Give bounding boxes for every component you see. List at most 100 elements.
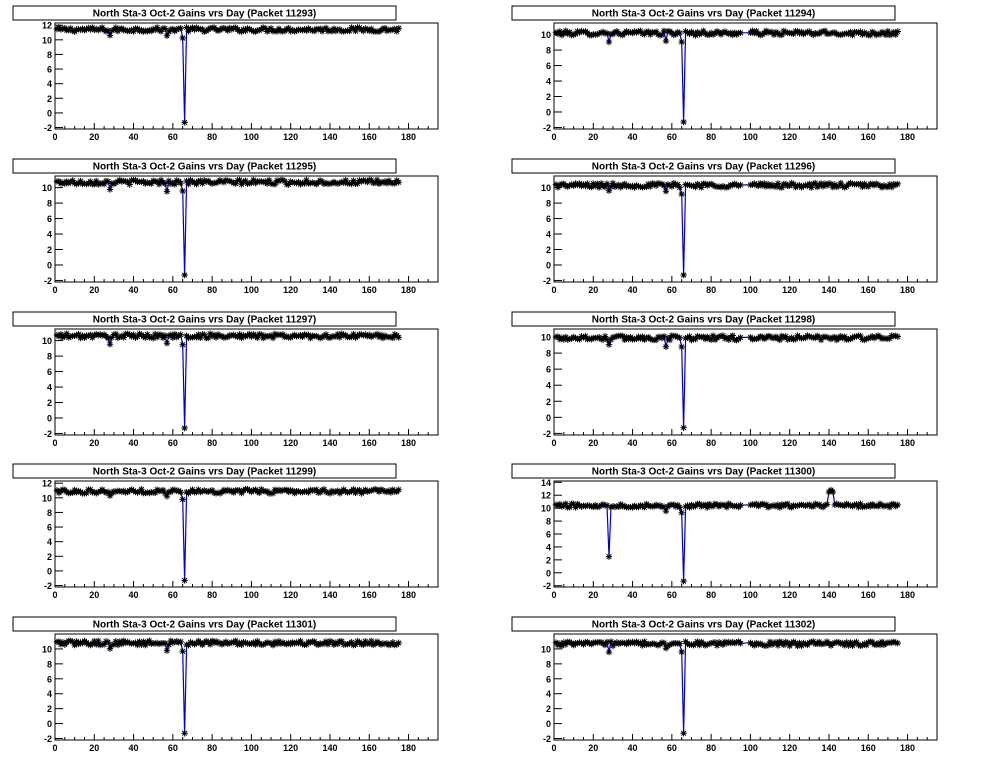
data-point <box>790 336 797 343</box>
data-point <box>295 332 302 340</box>
data-point <box>886 31 894 39</box>
data-point <box>601 183 609 191</box>
data-point <box>199 488 206 495</box>
data-point <box>344 640 351 648</box>
y-tick-label: 10 <box>541 504 551 514</box>
data-point <box>654 642 662 649</box>
x-tick-label: 20 <box>89 285 99 295</box>
data-point <box>823 501 831 508</box>
data-point <box>360 177 367 184</box>
data-point <box>851 639 858 646</box>
data-point <box>214 489 222 496</box>
data-point <box>334 330 342 338</box>
data-point <box>625 182 632 189</box>
x-tick-label: 160 <box>861 438 876 448</box>
x-tick-label: 120 <box>782 743 797 753</box>
data-point <box>360 332 367 339</box>
data-point <box>894 28 901 35</box>
data-point <box>203 637 210 645</box>
data-point <box>126 639 133 647</box>
data-point <box>611 28 619 36</box>
data-point <box>316 334 324 342</box>
data-point <box>562 641 569 648</box>
data-point <box>827 180 835 187</box>
x-tick-label: 140 <box>821 590 836 600</box>
y-tick-label: -2 <box>44 276 52 286</box>
data-point <box>348 180 355 188</box>
y-tick-label: 8 <box>546 199 551 209</box>
data-point <box>373 638 381 645</box>
y-tick-label: 8 <box>47 659 52 669</box>
data-point <box>155 180 163 188</box>
data-point <box>562 27 569 34</box>
data-point <box>354 637 361 645</box>
data-point <box>686 181 693 189</box>
data-point <box>179 341 186 348</box>
data-point <box>324 641 332 648</box>
y-tick-label: 2 <box>47 245 52 255</box>
data-point <box>263 180 271 187</box>
data-point <box>704 641 711 648</box>
data-point <box>855 29 862 37</box>
data-point <box>749 641 756 648</box>
data-point <box>662 507 670 515</box>
data-point <box>702 30 709 37</box>
data-point <box>146 489 153 497</box>
data-point <box>678 38 685 46</box>
data-point <box>126 487 133 494</box>
data-point <box>189 178 196 186</box>
data-point <box>682 335 689 342</box>
data-point <box>837 179 844 187</box>
data-point <box>678 509 685 516</box>
data-point <box>617 31 624 38</box>
y-tick-label: 10 <box>42 35 52 45</box>
data-point <box>269 490 277 497</box>
data-point <box>884 27 892 35</box>
data-point <box>570 31 577 38</box>
data-point <box>796 334 803 341</box>
data-point <box>122 489 129 496</box>
data-point <box>95 26 102 34</box>
data-point <box>377 486 385 493</box>
data-point <box>601 333 609 340</box>
data-point <box>338 638 345 645</box>
y-tick-label: 6 <box>546 530 551 540</box>
data-point <box>91 26 98 34</box>
data-point <box>711 500 719 508</box>
data-point <box>652 28 660 35</box>
data-point <box>228 178 235 186</box>
data-point <box>151 330 159 338</box>
data-point <box>735 182 742 189</box>
data-point <box>894 639 901 647</box>
plot-frame <box>54 175 439 283</box>
data-point <box>876 641 884 649</box>
y-tick-label: 0 <box>546 260 551 270</box>
y-tick-label: 10 <box>42 336 52 346</box>
data-point <box>660 503 668 510</box>
data-point <box>261 332 269 339</box>
data-point <box>87 331 94 338</box>
data-point <box>130 28 137 35</box>
x-tick-label: 140 <box>821 438 836 448</box>
data-point <box>586 640 593 647</box>
data-point <box>179 187 186 195</box>
x-tick-label: 180 <box>401 438 416 448</box>
y-tick-label: 10 <box>541 30 551 40</box>
data-point <box>313 640 320 648</box>
data-point <box>185 334 192 342</box>
data-point <box>615 640 623 648</box>
data-point <box>855 641 862 648</box>
data-point <box>114 334 122 342</box>
data-point <box>652 641 660 648</box>
data-point <box>874 30 882 38</box>
data-point <box>888 639 896 646</box>
series-line <box>555 639 898 734</box>
data-point <box>71 332 78 340</box>
x-tick-label: 80 <box>706 438 716 448</box>
data-point <box>173 26 180 33</box>
data-point <box>311 487 318 494</box>
data-point <box>206 487 214 495</box>
title-box <box>12 158 397 174</box>
data-point <box>603 638 611 646</box>
y-tick-label: 0 <box>47 108 52 118</box>
